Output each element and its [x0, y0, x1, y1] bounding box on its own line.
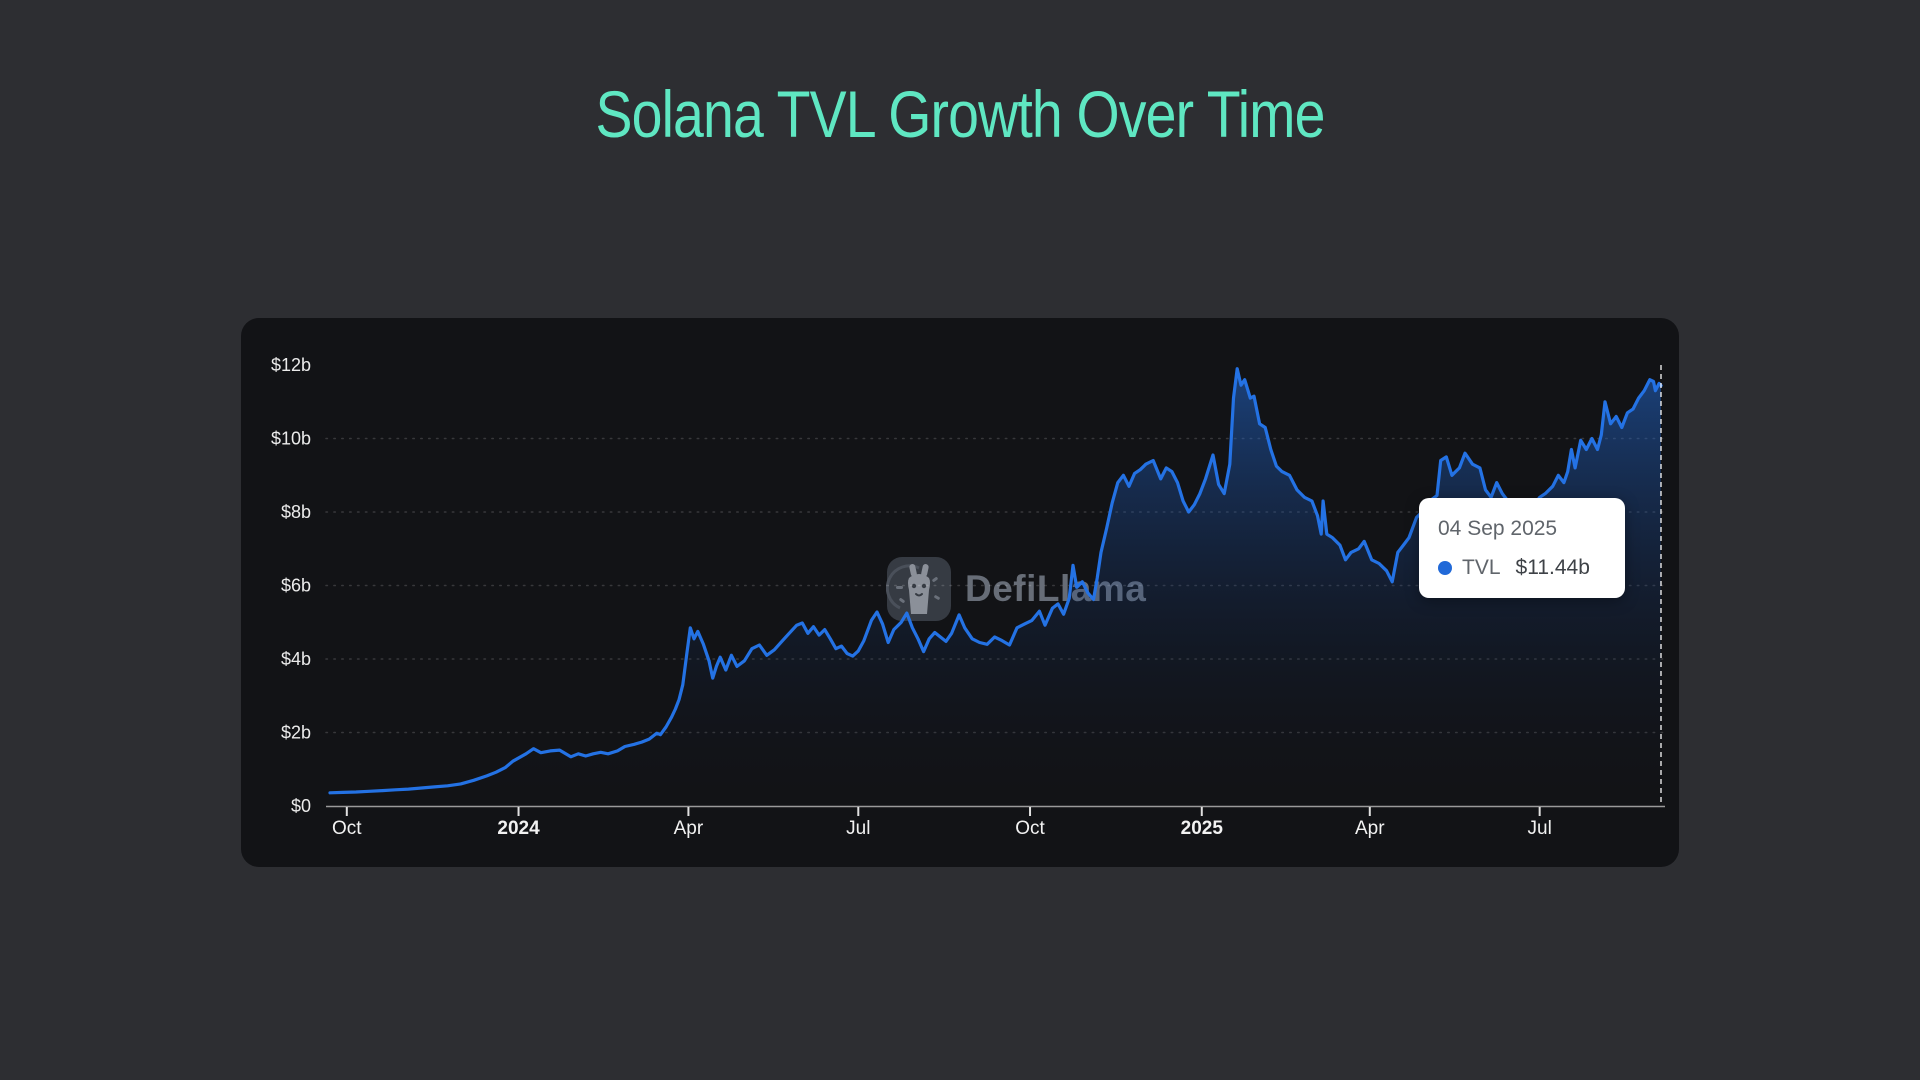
page-title: Solana TVL Growth Over Time: [0, 76, 1920, 152]
x-axis-label-Apr: Apr: [674, 818, 704, 839]
tvl-area-fill: [330, 368, 1661, 806]
tooltip-date: 04 Sep 2025: [1438, 517, 1558, 540]
x-axis-label-Oct: Oct: [332, 818, 362, 839]
y-axis-label-$8b: $8b: [281, 502, 311, 522]
y-axis-label-$2b: $2b: [281, 722, 311, 742]
page-title-text: Solana TVL Growth Over Time: [595, 77, 1325, 151]
tooltip-series-label: TVL: [1462, 556, 1501, 579]
y-axis-label-$12b: $12b: [271, 355, 311, 375]
chart-panel: DefiLlama $0 $2b $4b $6b $8b $10b $12b Oct 2024 A…: [241, 318, 1679, 867]
series-dot-icon: [1438, 561, 1452, 575]
tooltip-series-row: TVL $11.44b: [1438, 553, 1606, 583]
x-axis-label-Jul: Jul: [1528, 818, 1552, 839]
x-axis-label-Oct: Oct: [1015, 818, 1045, 839]
tooltip-value: $11.44b: [1515, 556, 1590, 579]
y-axis-label-$6b: $6b: [281, 575, 311, 595]
chart-tooltip: 04 Sep 2025 TVL $11.44b: [1419, 498, 1625, 598]
y-axis-label-$4b: $4b: [281, 649, 311, 669]
x-axis-label-Jul: Jul: [846, 818, 870, 839]
y-axis-label-$10b: $10b: [271, 428, 311, 448]
x-axis-label-2025: 2025: [1181, 818, 1224, 839]
x-axis-label-Apr: Apr: [1355, 818, 1385, 839]
y-axis-label-$0: $0: [291, 796, 311, 816]
x-axis-label-2024: 2024: [497, 818, 540, 839]
tvl-line: [328, 367, 1663, 795]
